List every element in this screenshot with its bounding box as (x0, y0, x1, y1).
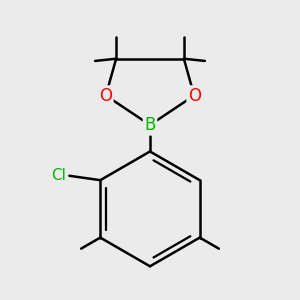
Text: O: O (99, 86, 112, 104)
Text: Cl: Cl (52, 168, 66, 183)
Text: B: B (144, 116, 156, 134)
Text: O: O (188, 86, 201, 104)
